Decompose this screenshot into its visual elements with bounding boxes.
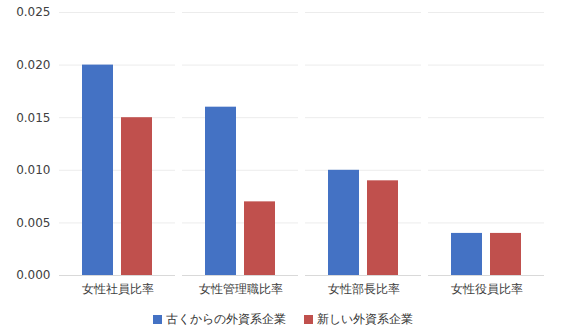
svg-text:女性社員比率: 女性社員比率 <box>82 282 154 296</box>
svg-text:女性部長比率: 女性部長比率 <box>328 282 400 296</box>
svg-text:0.015: 0.015 <box>16 111 50 125</box>
svg-text:女性管理職比率: 女性管理職比率 <box>199 282 283 296</box>
svg-text:0.020: 0.020 <box>16 58 50 72</box>
svg-text:0.000: 0.000 <box>16 268 50 282</box>
svg-text:0.025: 0.025 <box>16 5 50 19</box>
html-text:新しい外資系企業: 新しい外資系企業 <box>316 311 413 326</box>
svg-text:0.005: 0.005 <box>16 216 50 230</box>
svg-text:女性役員比率: 女性役員比率 <box>451 282 523 296</box>
html-text:古くからの外資系企業: 古くからの外資系企業 <box>165 311 286 326</box>
svg-text:0.010: 0.010 <box>16 163 50 177</box>
